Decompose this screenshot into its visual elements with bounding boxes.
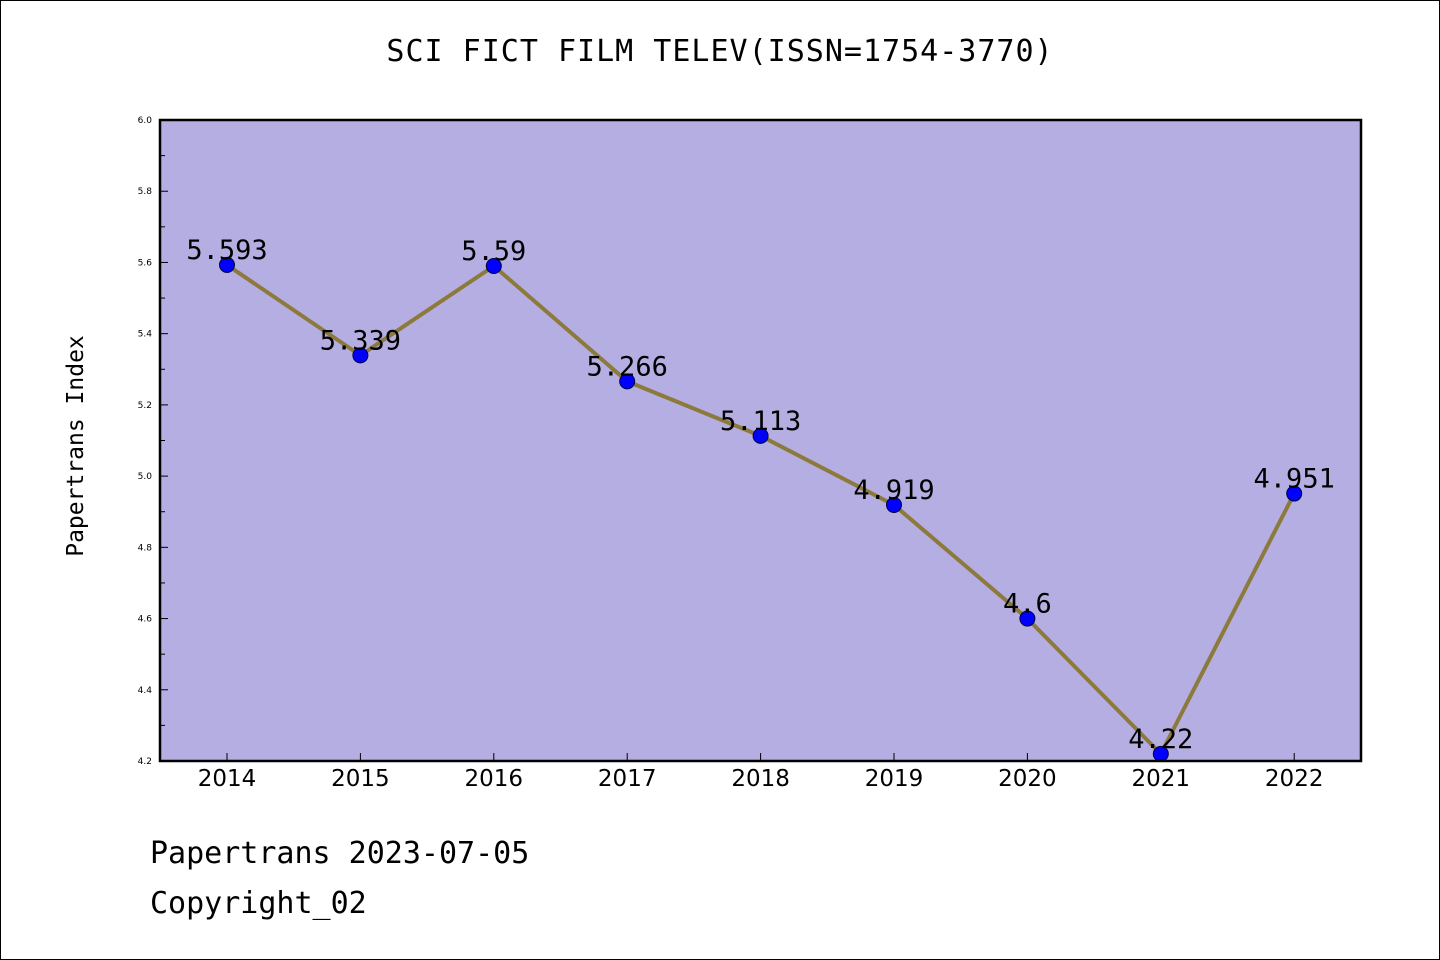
y-tick-label: 5.2 xyxy=(138,401,152,411)
data-label: 5.59 xyxy=(461,236,526,267)
data-label: 4.22 xyxy=(1128,724,1193,755)
footer-date: Papertrans 2023-07-05 xyxy=(150,836,530,871)
series-layer: 5.593 5.339 5.59 5.266 5.113 4.919 4.6 4.22 4.95… xyxy=(186,235,1335,762)
x-axis-ticks: 2014 2015 2016 2017 2018 2019 2020 2021 2022 xyxy=(198,753,1324,792)
x-tick-label: 2020 xyxy=(998,766,1057,792)
y-tick-label: 4.8 xyxy=(138,543,153,553)
data-point xyxy=(485,258,502,275)
x-tick-label: 2017 xyxy=(598,766,657,792)
data-label: 5.113 xyxy=(720,406,801,437)
data-point xyxy=(619,373,636,390)
x-tick-label: 2014 xyxy=(198,766,257,792)
data-label: 4.919 xyxy=(853,475,934,506)
data-label: 4.951 xyxy=(1254,464,1335,495)
x-tick-label: 2021 xyxy=(1132,766,1191,792)
plot-border xyxy=(158,118,1363,763)
y-tick-label: 5.6 xyxy=(138,258,153,268)
x-tick-label: 2019 xyxy=(865,766,924,792)
footer-copyright: Copyright_02 xyxy=(150,886,367,921)
y-tick-label: 4.2 xyxy=(138,757,152,767)
data-label: 5.339 xyxy=(320,325,401,356)
y-tick-label: 4.6 xyxy=(138,615,153,625)
data-label: 5.266 xyxy=(587,351,668,382)
data-point xyxy=(1286,485,1303,502)
y-tick-label: 5.4 xyxy=(138,330,153,340)
data-point xyxy=(219,256,235,273)
data-point xyxy=(352,347,369,364)
data-point xyxy=(1019,610,1036,627)
y-tick-label: 5.0 xyxy=(138,472,153,482)
x-tick-label: 2016 xyxy=(465,766,524,792)
x-tick-label: 2015 xyxy=(331,766,390,792)
data-point xyxy=(886,496,902,513)
y-tick-label: 6.0 xyxy=(138,116,153,126)
y-tick-label: 5.8 xyxy=(138,187,153,197)
chart-title: SCI FICT FILM TELEV(ISSN=1754-3770) xyxy=(386,34,1054,69)
data-label: 5.593 xyxy=(186,235,267,266)
x-tick-label: 2022 xyxy=(1265,766,1324,792)
data-label: 4.6 xyxy=(1003,589,1052,620)
x-tick-label: 2018 xyxy=(731,766,790,792)
data-point xyxy=(752,427,769,444)
y-tick-label: 4.4 xyxy=(138,686,153,696)
